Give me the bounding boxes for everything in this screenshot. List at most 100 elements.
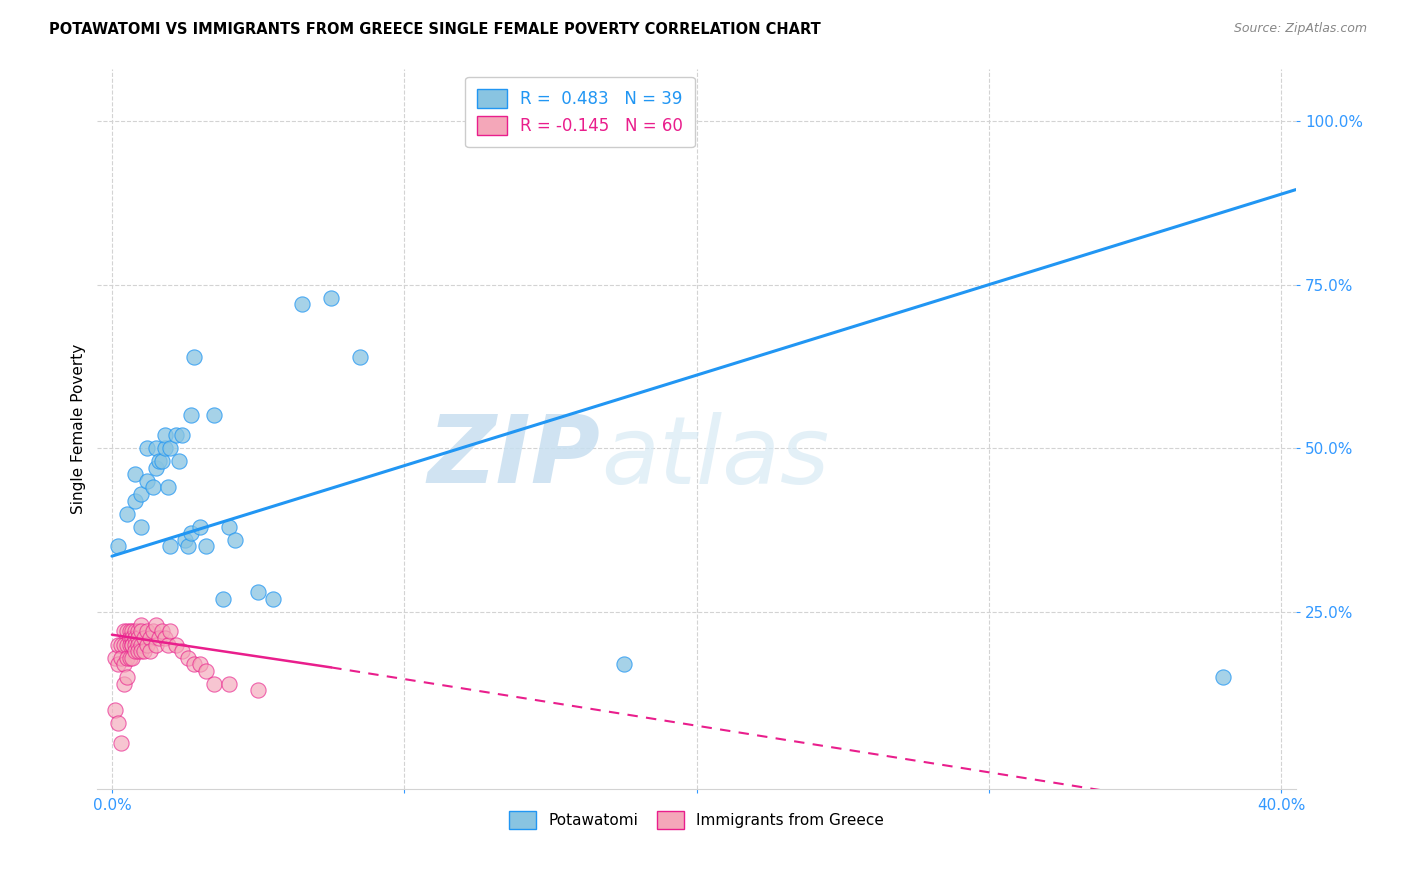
- Point: [115, 670, 138, 684]
- Point: [112, 624, 135, 639]
- Point: [129, 487, 152, 501]
- Point: [188, 519, 211, 533]
- Point: [129, 644, 152, 658]
- Point: [153, 441, 176, 455]
- Point: [159, 441, 181, 455]
- Point: [124, 638, 146, 652]
- Point: [104, 703, 127, 717]
- Point: [159, 539, 181, 553]
- Point: [224, 533, 246, 547]
- Point: [145, 638, 167, 652]
- Point: [134, 644, 156, 658]
- Point: [321, 291, 343, 305]
- Point: [172, 428, 194, 442]
- Point: [148, 454, 170, 468]
- Point: [115, 638, 138, 652]
- Point: [115, 650, 138, 665]
- Point: [136, 638, 159, 652]
- Point: [112, 677, 135, 691]
- Point: [124, 493, 146, 508]
- Point: [202, 409, 225, 423]
- Point: [127, 631, 149, 645]
- Point: [142, 480, 165, 494]
- Text: Source: ZipAtlas.com: Source: ZipAtlas.com: [1233, 22, 1367, 36]
- Point: [136, 441, 159, 455]
- Point: [124, 644, 146, 658]
- Point: [142, 624, 165, 639]
- Point: [129, 519, 152, 533]
- Point: [150, 454, 173, 468]
- Point: [115, 507, 138, 521]
- Point: [247, 683, 270, 698]
- Point: [112, 638, 135, 652]
- Point: [112, 657, 135, 672]
- Point: [110, 638, 132, 652]
- Point: [612, 657, 634, 672]
- Point: [121, 631, 143, 645]
- Point: [127, 644, 149, 658]
- Point: [1212, 670, 1234, 684]
- Point: [183, 657, 205, 672]
- Point: [145, 441, 167, 455]
- Point: [177, 650, 200, 665]
- Point: [153, 428, 176, 442]
- Point: [148, 631, 170, 645]
- Point: [121, 638, 143, 652]
- Point: [156, 638, 179, 652]
- Point: [172, 644, 194, 658]
- Point: [127, 624, 149, 639]
- Point: [136, 624, 159, 639]
- Point: [124, 631, 146, 645]
- Point: [107, 716, 129, 731]
- Point: [177, 539, 200, 553]
- Point: [153, 631, 176, 645]
- Point: [104, 650, 127, 665]
- Point: [107, 638, 129, 652]
- Point: [212, 591, 235, 606]
- Point: [159, 624, 181, 639]
- Point: [145, 618, 167, 632]
- Point: [129, 638, 152, 652]
- Point: [118, 650, 141, 665]
- Point: [194, 664, 217, 678]
- Point: [180, 526, 202, 541]
- Point: [145, 460, 167, 475]
- Point: [202, 677, 225, 691]
- Point: [174, 533, 197, 547]
- Point: [110, 736, 132, 750]
- Point: [118, 631, 141, 645]
- Point: [115, 624, 138, 639]
- Point: [139, 631, 162, 645]
- Point: [150, 624, 173, 639]
- Text: ZIP: ZIP: [427, 411, 600, 503]
- Point: [107, 539, 129, 553]
- Point: [218, 519, 240, 533]
- Point: [121, 638, 143, 652]
- Point: [121, 650, 143, 665]
- Point: [156, 480, 179, 494]
- Point: [247, 585, 270, 599]
- Point: [165, 638, 187, 652]
- Legend: Potawatomi, Immigrants from Greece: Potawatomi, Immigrants from Greece: [503, 805, 890, 835]
- Text: atlas: atlas: [600, 412, 830, 503]
- Point: [291, 297, 314, 311]
- Y-axis label: Single Female Poverty: Single Female Poverty: [72, 343, 86, 514]
- Point: [136, 474, 159, 488]
- Point: [194, 539, 217, 553]
- Point: [218, 677, 240, 691]
- Point: [118, 624, 141, 639]
- Point: [124, 624, 146, 639]
- Text: POTAWATOMI VS IMMIGRANTS FROM GREECE SINGLE FEMALE POVERTY CORRELATION CHART: POTAWATOMI VS IMMIGRANTS FROM GREECE SIN…: [49, 22, 821, 37]
- Point: [183, 350, 205, 364]
- Point: [180, 409, 202, 423]
- Point: [165, 428, 187, 442]
- Point: [188, 657, 211, 672]
- Point: [134, 631, 156, 645]
- Point: [127, 638, 149, 652]
- Point: [129, 624, 152, 639]
- Point: [129, 618, 152, 632]
- Point: [107, 657, 129, 672]
- Point: [124, 467, 146, 482]
- Point: [167, 454, 190, 468]
- Point: [121, 624, 143, 639]
